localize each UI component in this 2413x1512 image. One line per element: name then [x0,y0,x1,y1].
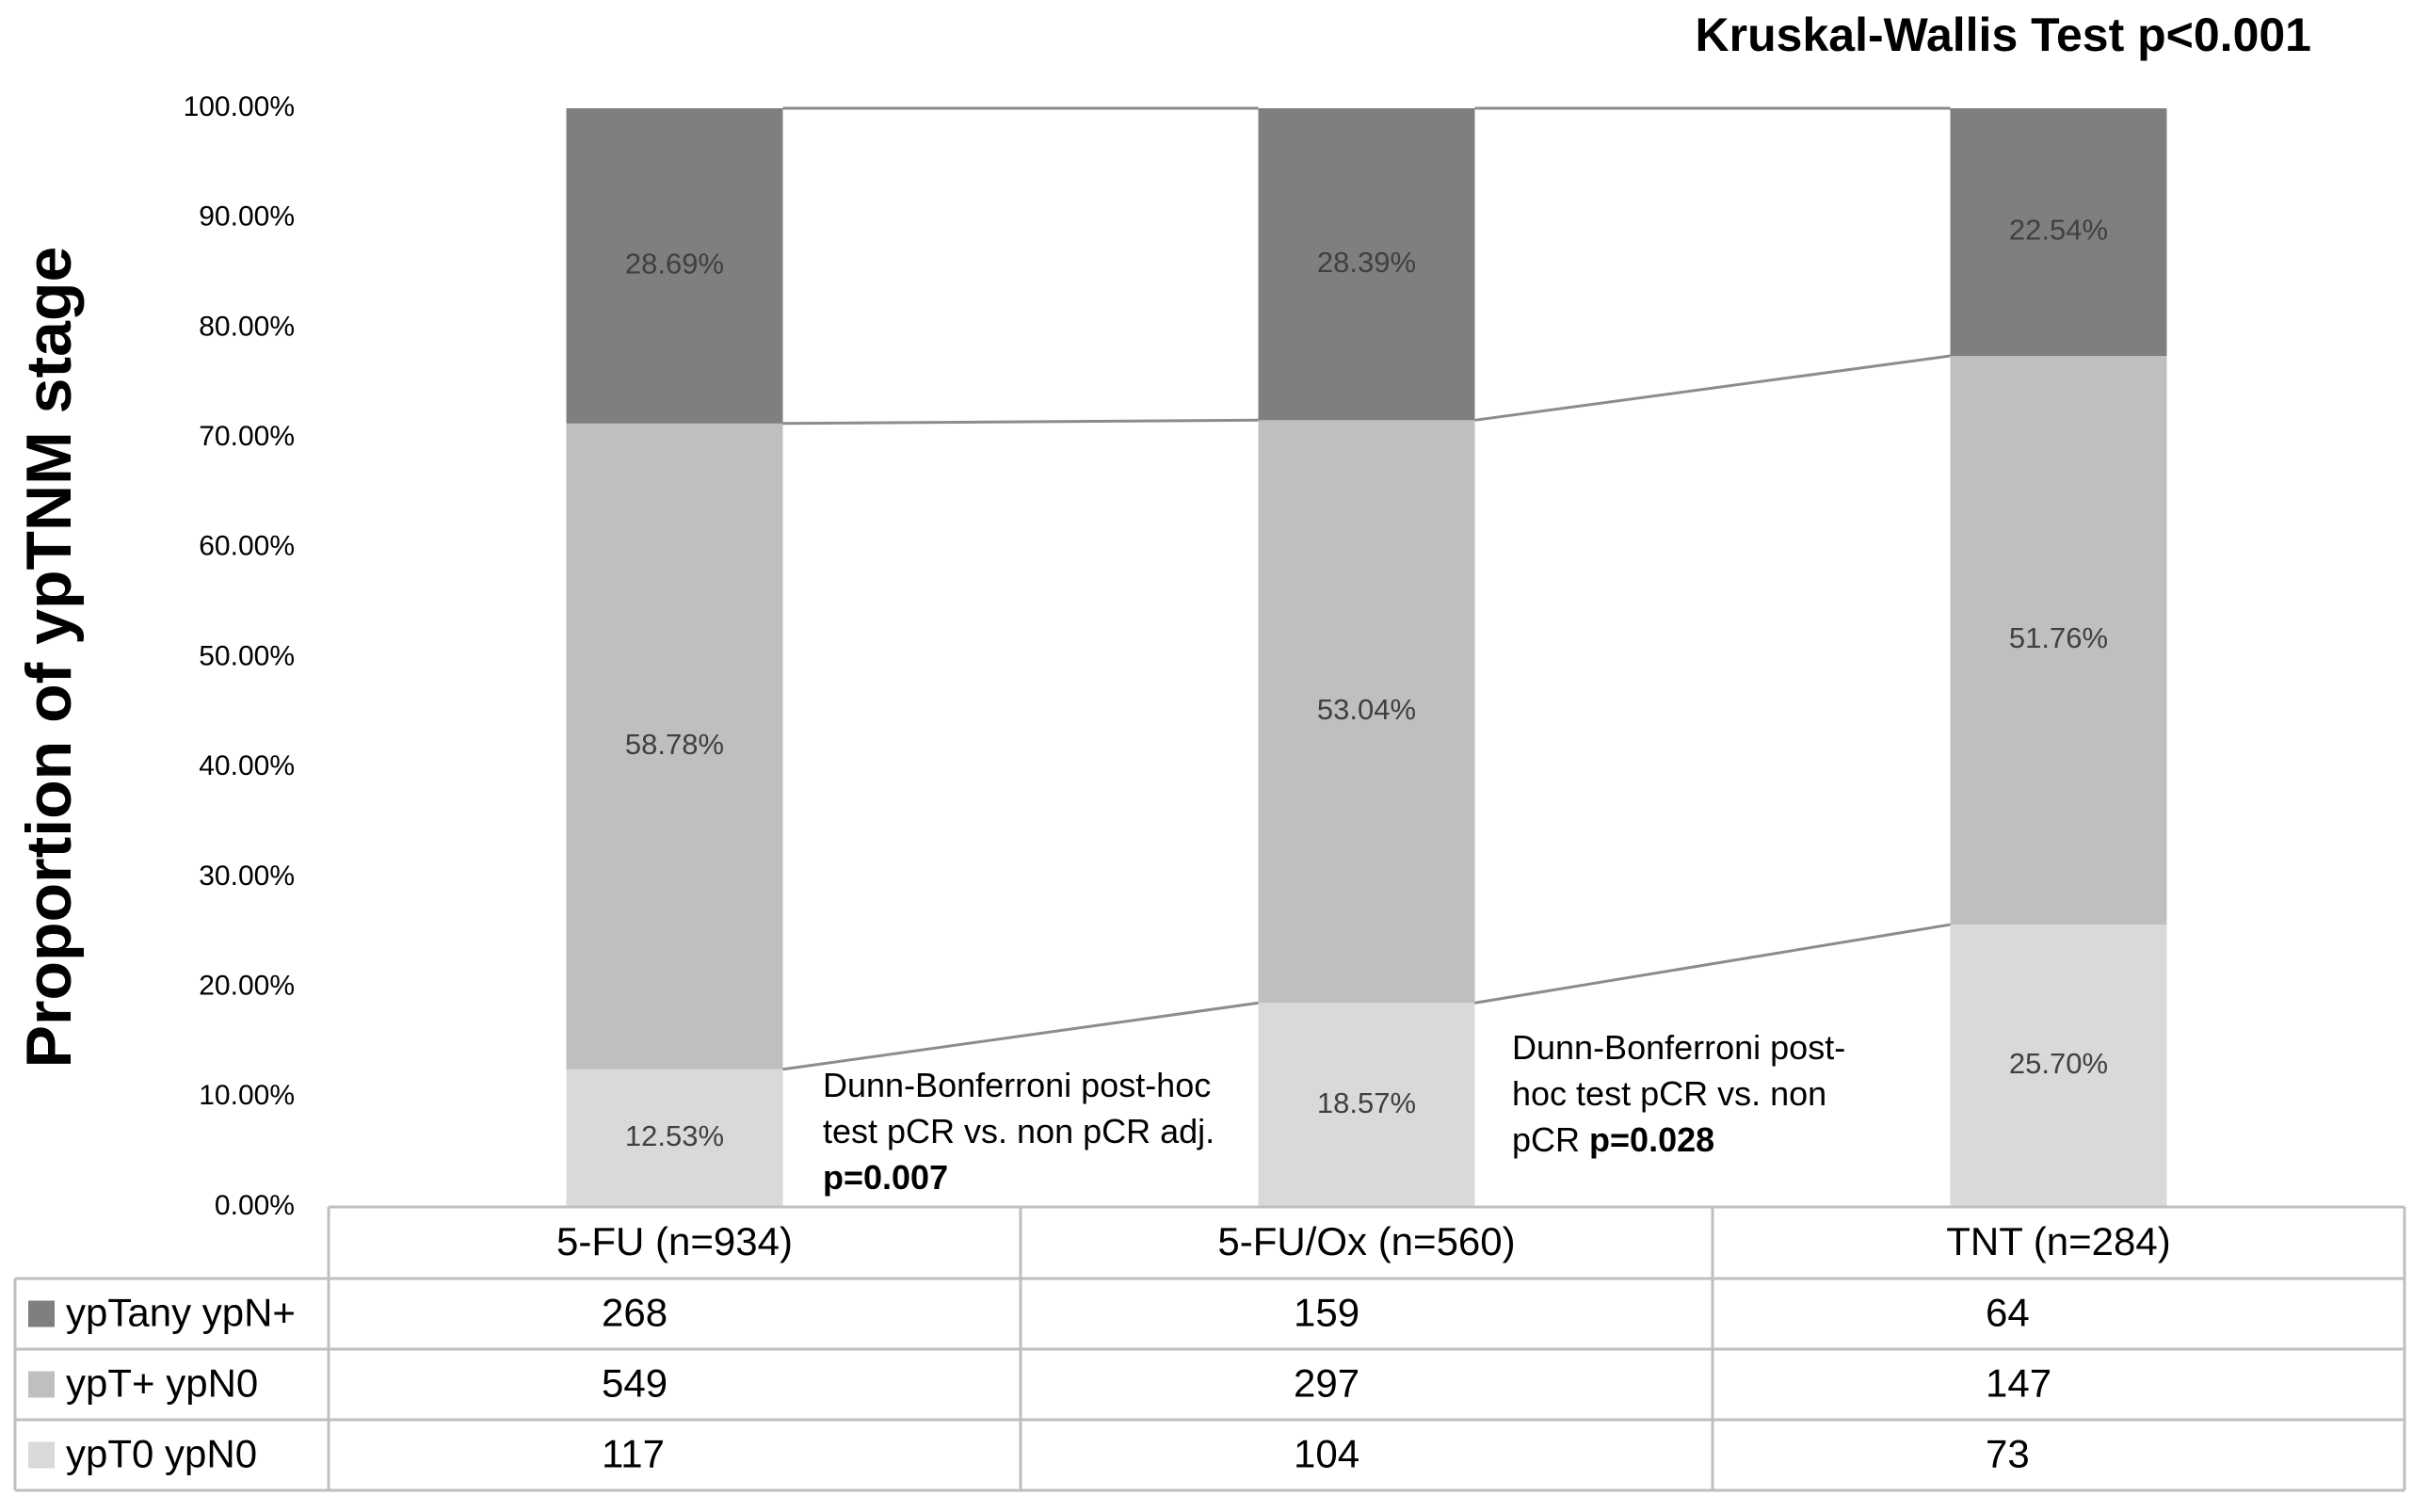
y-tick-label: 0.00% [215,1190,295,1221]
x-tick-label: 5-FU (n=934) [556,1219,793,1263]
bar-segment [566,423,783,1070]
data-label: 25.70% [2009,1047,2108,1080]
y-tick-label: 30.00% [199,861,295,892]
legend-swatch [28,1371,55,1398]
data-label: 22.54% [2009,214,2108,247]
table-cell: 73 [1986,1432,2030,1476]
connector-line [782,418,1259,426]
bar-segment [1258,1003,1475,1207]
table-cell: 64 [1986,1291,2030,1335]
y-tick-label: 40.00% [199,750,295,781]
table-cell: 147 [1986,1361,2051,1406]
bar-segment [1950,108,2167,357]
table-cell: 104 [1294,1432,1359,1476]
y-tick-label: 50.00% [199,640,295,671]
y-tick-label: 60.00% [199,531,295,562]
data-label: 28.39% [1317,246,1416,279]
annotation-bold: p=0.007 [823,1158,949,1197]
data-label: 51.76% [2009,621,2108,654]
annotation-text: Dunn-Bonferroni post-hoc test pCR vs. no… [823,1066,1215,1150]
legend-label: ypTany ypN+ [66,1291,296,1335]
legend-swatch [28,1441,55,1469]
bar-segment [1258,420,1475,1004]
chart-title: Kruskal-Wallis Test p<0.001 [1696,8,2311,61]
table-cell: 268 [602,1291,668,1335]
data-label: 12.53% [625,1119,724,1152]
annotation: Dunn-Bonferroni post-hoc test pCR vs. no… [823,1062,1265,1200]
x-tick-label: TNT (n=284) [1946,1219,2171,1263]
legend-label: ypT0 ypN0 [66,1432,257,1476]
table-cell: 159 [1294,1291,1359,1335]
y-tick-label: 80.00% [199,311,295,342]
y-tick-label: 90.00% [199,201,295,233]
legend-label: ypT+ ypN0 [66,1361,258,1406]
data-label: 28.69% [625,248,724,281]
y-tick-label: 100.00% [184,91,295,122]
data-label: 58.78% [625,728,724,761]
legend-swatch [28,1300,55,1327]
data-label: 53.04% [1317,693,1416,726]
bar-segment [1950,925,2167,1207]
table-cell: 297 [1294,1361,1359,1406]
data-label: 18.57% [1317,1086,1416,1119]
bar-segment [566,108,783,424]
connector-line [782,1001,1259,1071]
bar-segment [1950,356,2167,925]
annotation-text: Dunn-Bonferroni post-hoc test pCR vs. no… [1512,1028,1846,1159]
y-tick-label: 70.00% [199,421,295,452]
y-tick-label: 20.00% [199,971,295,1002]
x-tick-label: 5-FU/Ox (n=560) [1217,1219,1515,1263]
y-tick-label: 10.00% [199,1080,295,1111]
connector-line [1474,923,1951,1005]
annotation-bold: p=0.028 [1589,1120,1715,1159]
bar-segment [566,1069,783,1207]
bar-segment [1258,108,1475,421]
y-axis-title: Proportion of ypTNM stage [13,247,85,1069]
annotation: Dunn-Bonferroni post-hoc test pCR vs. no… [1512,1024,1898,1163]
connector-line [1474,354,1951,422]
table-cell: 117 [602,1432,665,1476]
table-cell: 549 [602,1361,668,1406]
